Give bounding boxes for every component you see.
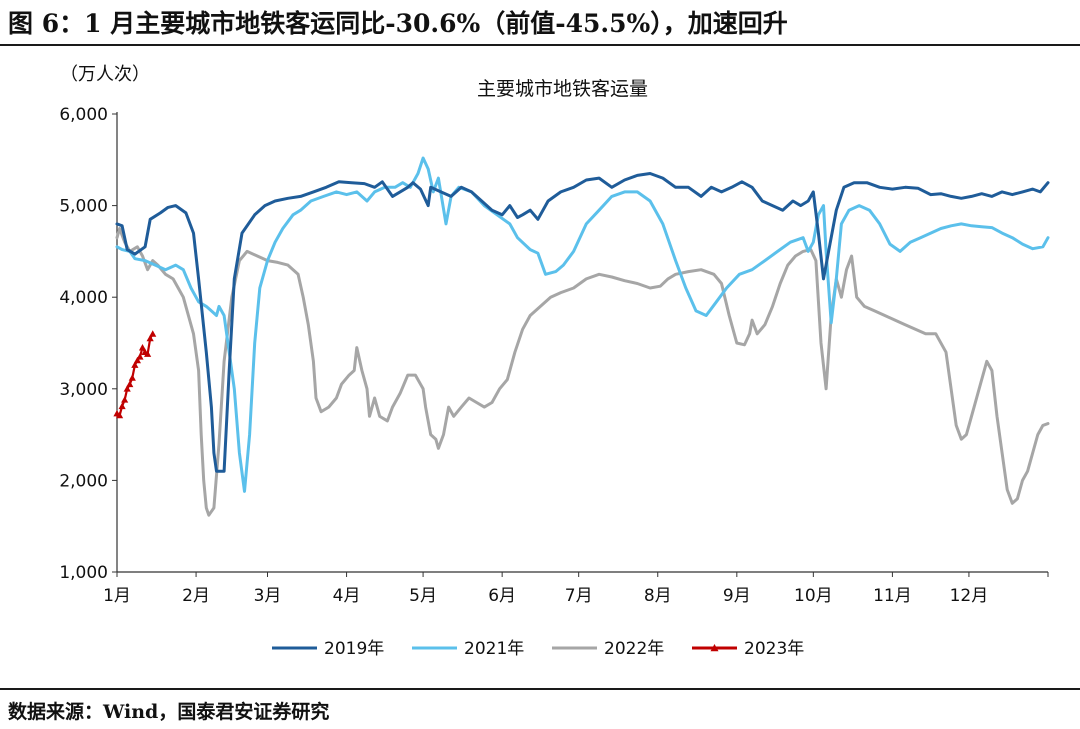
x-tick-label: 3月	[254, 586, 282, 606]
x-tick-label: 1月	[103, 586, 131, 606]
x-tick-label: 12月	[950, 586, 989, 606]
data-point-2023年	[128, 374, 136, 381]
legend-label: 2023年	[744, 639, 804, 659]
data-point-2023年	[121, 396, 129, 403]
figure-header: 图 6：1 月主要城市地铁客运同比-30.6%（前值-45.5%），加速回升	[0, 0, 1080, 46]
y-tick-label: 1,000	[59, 563, 108, 583]
figure-title: 图 6：1 月主要城市地铁客运同比-30.6%（前值-45.5%），加速回升	[8, 9, 788, 38]
data-point-2023年	[136, 353, 144, 360]
series-line-2019年	[115, 172, 1050, 473]
subway-ridership-chart: 主要城市地铁客运量 （万人次） 1,000 2,000 3,000 4,000 5,000 6…	[59, 64, 1050, 659]
chart-title: 主要城市地铁客运量	[477, 78, 648, 100]
x-tick-label: 6月	[488, 586, 516, 606]
legend-item-2022年: 2022年	[552, 639, 664, 659]
x-tick-label: 9月	[723, 586, 751, 606]
x-tick-label: 7月	[565, 586, 593, 606]
footer-rule	[0, 688, 1080, 690]
data-point-2023年	[149, 330, 157, 337]
x-tick-label: 5月	[409, 586, 437, 606]
data-source-note: 数据来源：Wind，国泰君安证券研究	[8, 701, 330, 723]
x-tick-label: 4月	[333, 586, 361, 606]
data-point-2023年	[133, 356, 142, 364]
data-point-2023年	[146, 334, 154, 342]
legend-item-2023年: 2023年	[692, 639, 804, 659]
data-point-2023年	[144, 350, 152, 357]
y-tick-label: 5,000	[59, 197, 108, 217]
x-tick-label: 11月	[873, 586, 912, 606]
x-tick-label: 8月	[644, 586, 672, 606]
x-tick-label: 2月	[182, 586, 210, 606]
series-line-2022年	[115, 227, 1050, 517]
data-point-2023年	[118, 402, 126, 410]
series-line-2021年	[115, 156, 1050, 493]
data-point-2023年	[126, 380, 134, 388]
legend-marker	[710, 644, 719, 652]
y-tick-label: 4,000	[59, 288, 108, 308]
x-tick-label: 10月	[794, 586, 833, 606]
legend-label: 2021年	[464, 639, 524, 659]
data-point-2023年	[138, 343, 147, 351]
legend-label: 2022年	[604, 639, 664, 659]
data-point-2023年	[131, 361, 139, 368]
y-tick-label: 6,000	[59, 105, 108, 125]
header-rule	[0, 44, 1080, 46]
data-point-2023年	[123, 385, 131, 392]
legend-item-2019年: 2019年	[272, 639, 384, 659]
y-tick-label: 2,000	[59, 471, 108, 491]
y-tick-label: 3,000	[59, 380, 108, 400]
y-unit-label: （万人次）	[60, 64, 150, 85]
data-point-2023年	[115, 411, 124, 419]
legend-item-2021年: 2021年	[412, 639, 524, 659]
legend-label: 2019年	[324, 639, 384, 659]
